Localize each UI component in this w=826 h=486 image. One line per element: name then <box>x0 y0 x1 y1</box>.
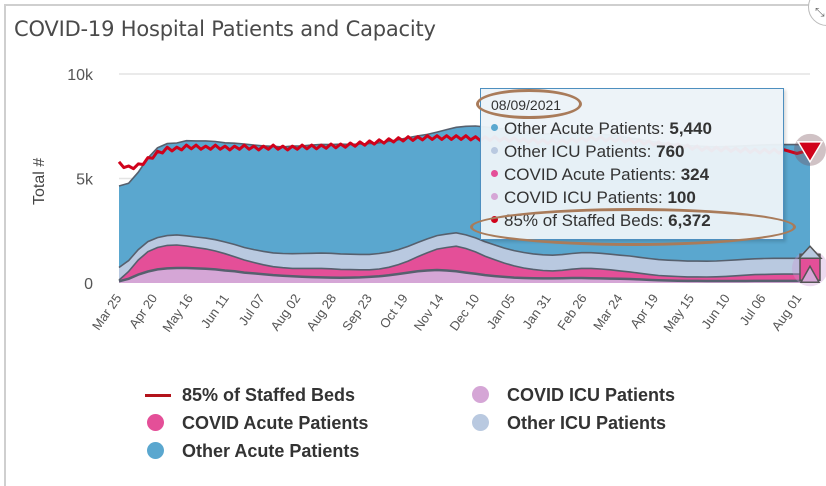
y-tick-label: 10k <box>67 67 94 84</box>
x-tick-label: Apr 20 <box>126 291 160 331</box>
x-tick-label: Nov 14 <box>411 291 447 333</box>
legend-line-icon <box>145 394 171 397</box>
tooltip-row: Other Acute Patients: 5,440 <box>491 119 712 139</box>
x-tick-label: Jul 06 <box>736 291 768 328</box>
tooltip-row: COVID ICU Patients: 100 <box>491 188 696 208</box>
annotation-oval-staffed-beds <box>470 208 796 246</box>
x-tick-label: Mar 24 <box>590 291 625 333</box>
x-tick-label: Jun 10 <box>698 291 733 332</box>
tooltip-value: 760 <box>656 142 685 161</box>
legend-label: COVID Acute Patients <box>182 413 369 433</box>
area-covid-acute <box>119 245 810 282</box>
x-tick-label: Jun 11 <box>198 291 232 331</box>
y-axis-label: Total # <box>31 158 48 205</box>
x-tick-label: May 16 <box>159 291 196 335</box>
tooltip-value: 100 <box>667 188 696 207</box>
legend-dot-icon <box>147 414 164 431</box>
legend-label: COVID ICU Patients <box>507 385 676 405</box>
chart-title: COVID-19 Hospital Patients and Capacity <box>14 17 436 41</box>
tooltip-label: Other ICU Patients: <box>504 142 657 161</box>
x-tick-label: Aug 01 <box>769 291 805 333</box>
area-covid-icu <box>119 268 810 283</box>
legend-dot-icon <box>147 442 164 459</box>
x-tick-label: Mar 25 <box>89 291 124 333</box>
legend-label: 85% of Staffed Beds <box>182 385 356 405</box>
tooltip-value: 324 <box>680 165 710 184</box>
tooltip-label: COVID Acute Patients: <box>504 165 681 184</box>
tooltip-dot-icon <box>491 170 498 178</box>
x-tick-label: Sep 23 <box>339 291 375 333</box>
tooltip-row: Other ICU Patients: 760 <box>491 142 685 162</box>
tooltip-label: COVID ICU Patients: <box>504 188 668 207</box>
outline-covid-acute <box>118 244 810 281</box>
x-tick-label: Jan 05 <box>483 291 518 332</box>
x-tick-label: Aug 02 <box>267 291 303 333</box>
x-tick-label: Jan 31 <box>519 291 554 332</box>
legend-dot-icon <box>472 386 489 403</box>
outline-covid-icu <box>118 266 810 283</box>
marker-triangle-covid-icu-icon <box>799 264 821 284</box>
outline-other-icu <box>118 231 810 269</box>
tooltip-value: 5,440 <box>669 119 712 138</box>
legend-label: Other ICU Patients <box>507 413 667 433</box>
legend-dot-icon <box>472 414 489 431</box>
x-tick-label: Jul 07 <box>235 291 267 328</box>
tooltip-row: COVID Acute Patients: 324 <box>491 165 709 185</box>
marker-triangle-down-icon <box>796 141 824 164</box>
x-tick-label: Apr 19 <box>627 291 661 331</box>
y-tick-label: 0 <box>84 276 93 293</box>
tooltip-label: Other Acute Patients: <box>504 119 670 138</box>
x-tick-label: Feb 26 <box>554 291 590 333</box>
legend-label: Other Acute Patients <box>182 441 360 461</box>
x-tick-label: Dec 10 <box>446 291 482 333</box>
tooltip-dot-icon <box>491 124 498 132</box>
tooltip-dot-icon <box>491 147 498 155</box>
x-tick-label: Oct 19 <box>377 291 411 331</box>
expand-arrows-icon: ⤡ <box>815 5 825 19</box>
x-tick-label: Aug 28 <box>303 291 339 333</box>
marker-triangle-up-icon <box>797 245 823 260</box>
annotation-oval-date <box>476 89 582 119</box>
tooltip-dot-icon <box>491 193 498 201</box>
y-tick-label: 5k <box>76 172 94 189</box>
x-tick-label: May 15 <box>660 291 697 335</box>
